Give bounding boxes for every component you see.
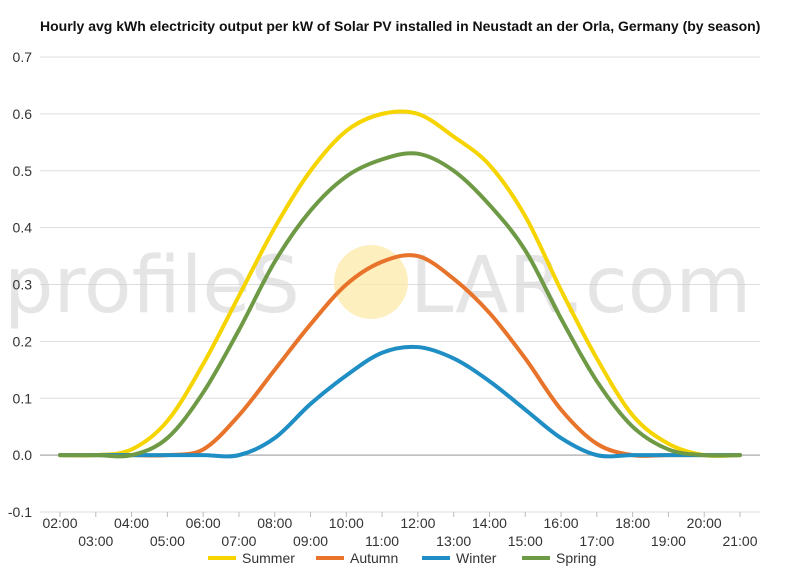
x-tick-label: 13:00: [436, 533, 471, 549]
y-tick-label: 0.6: [13, 106, 33, 122]
x-tick-label: 18:00: [615, 515, 650, 531]
series-lines: [58, 109, 742, 459]
legend-label-winter: Winter: [456, 550, 497, 566]
y-tick-label: 0.0: [13, 447, 33, 463]
y-tick-label: 0.5: [13, 163, 33, 179]
legend: Summer Autumn Winter Spring: [208, 550, 596, 566]
x-tick-label: 03:00: [78, 533, 113, 549]
x-tick-label: 21:00: [722, 533, 757, 549]
chart-title: Hourly avg kWh electricity output per kW…: [40, 18, 761, 34]
x-tick-label: 02:00: [42, 515, 77, 531]
x-tick-label: 17:00: [579, 533, 614, 549]
x-tick-label: 06:00: [186, 515, 221, 531]
legend-label-summer: Summer: [242, 550, 295, 566]
watermark: profileS LAR.com: [4, 241, 751, 331]
x-tick-label: 09:00: [293, 533, 328, 549]
x-tick-label: 12:00: [400, 515, 435, 531]
x-tick-label: 11:00: [365, 533, 399, 549]
y-tick-label: 0.1: [13, 390, 33, 406]
x-tick-label: 07:00: [221, 533, 256, 549]
x-tick-label: 19:00: [651, 533, 686, 549]
series-line-winter: [58, 344, 742, 459]
grid-lines: [40, 56, 760, 513]
watermark-right-text: LAR.com: [410, 241, 751, 331]
y-tick-label: -0.1: [8, 504, 32, 520]
series-line-spring: [58, 151, 742, 459]
watermark-sun-icon: [334, 245, 408, 319]
x-tick-label: 20:00: [687, 515, 722, 531]
legend-label-spring: Spring: [556, 550, 596, 566]
y-tick-label: 0.7: [13, 49, 33, 65]
legend-label-autumn: Autumn: [350, 550, 398, 566]
x-axis-ticks: 02:0003:0004:0005:0006:0007:0008:0009:00…: [42, 512, 758, 549]
x-tick-label: 15:00: [508, 533, 543, 549]
y-axis-ticks: -0.1 0.0 0.1 0.2 0.3 0.4 0.5 0.6 0.7: [8, 49, 32, 520]
y-tick-label: 0.3: [13, 277, 33, 293]
x-tick-label: 05:00: [150, 533, 185, 549]
x-tick-label: 04:00: [114, 515, 149, 531]
y-tick-label: 0.2: [13, 333, 33, 349]
y-tick-label: 0.4: [13, 220, 33, 236]
x-tick-label: 10:00: [329, 515, 364, 531]
watermark-left-text: profileS: [4, 241, 300, 331]
x-tick-label: 14:00: [472, 515, 507, 531]
series-line-summer: [58, 109, 742, 458]
x-tick-label: 16:00: [544, 515, 579, 531]
x-tick-label: 08:00: [257, 515, 292, 531]
